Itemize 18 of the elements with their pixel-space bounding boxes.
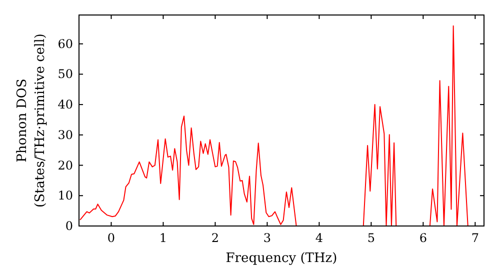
x-axis-title: Frequency (THz): [226, 251, 338, 266]
y-tick-label: 30: [58, 128, 73, 142]
x-tick-label: 4: [315, 231, 324, 245]
x-tick-label: 1: [159, 231, 168, 245]
line-series: [80, 25, 468, 226]
x-tick-label: 7: [471, 231, 479, 245]
y-tick-label: 40: [58, 98, 73, 112]
y-tick-label: 10: [58, 188, 73, 203]
x-tick-label: 3: [263, 231, 272, 245]
x-tick-label: 2: [211, 231, 220, 245]
x-tick-label: 0: [107, 231, 116, 245]
y-tick-label: 20: [58, 158, 73, 172]
y-tick-label: 0: [65, 219, 73, 233]
y-tick-label: 60: [58, 36, 73, 51]
y-axis-title: Phonon DOS (States/THz·primitive cell): [15, 33, 48, 208]
x-tick-label: 5: [367, 231, 376, 245]
x-tick-label: 6: [419, 231, 427, 245]
y-tick-label: 50: [58, 67, 73, 82]
